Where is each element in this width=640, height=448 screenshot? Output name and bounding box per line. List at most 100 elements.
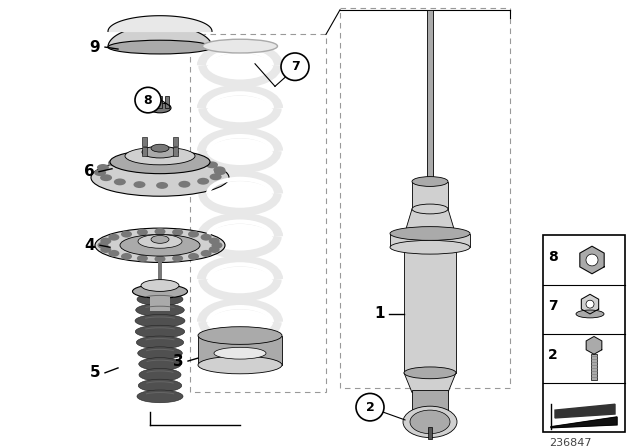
Ellipse shape: [210, 173, 221, 180]
Ellipse shape: [403, 406, 457, 438]
Text: 5: 5: [90, 365, 100, 380]
Text: 6: 6: [84, 164, 94, 179]
Polygon shape: [580, 246, 604, 274]
Ellipse shape: [132, 284, 188, 298]
Ellipse shape: [110, 150, 210, 174]
Text: 1: 1: [375, 306, 385, 322]
Ellipse shape: [139, 368, 181, 381]
Ellipse shape: [97, 242, 109, 249]
Ellipse shape: [576, 310, 604, 318]
Ellipse shape: [142, 146, 178, 158]
Ellipse shape: [100, 246, 111, 253]
Text: 9: 9: [90, 39, 100, 55]
Ellipse shape: [100, 174, 112, 181]
Ellipse shape: [97, 164, 109, 171]
Ellipse shape: [188, 231, 199, 237]
Ellipse shape: [151, 236, 169, 243]
Ellipse shape: [148, 155, 160, 161]
Ellipse shape: [214, 168, 226, 175]
Text: 7: 7: [548, 299, 557, 313]
Ellipse shape: [108, 40, 212, 54]
Ellipse shape: [154, 255, 166, 263]
Ellipse shape: [412, 204, 448, 214]
Polygon shape: [586, 336, 602, 354]
Ellipse shape: [95, 228, 225, 263]
Ellipse shape: [151, 144, 169, 152]
Ellipse shape: [410, 410, 450, 434]
Text: 2: 2: [365, 401, 374, 414]
Text: 2: 2: [548, 348, 557, 362]
Text: 7: 7: [291, 60, 300, 73]
Ellipse shape: [154, 228, 166, 235]
Bar: [190, 34, 326, 392]
Ellipse shape: [135, 325, 185, 338]
Bar: [142, 147, 147, 156]
Ellipse shape: [137, 293, 183, 306]
Ellipse shape: [206, 161, 218, 168]
Ellipse shape: [156, 182, 168, 189]
Polygon shape: [404, 373, 456, 392]
Ellipse shape: [125, 147, 195, 165]
Bar: [591, 354, 597, 380]
Ellipse shape: [211, 242, 223, 249]
Ellipse shape: [172, 229, 183, 236]
Text: 3: 3: [173, 353, 183, 369]
Bar: [404, 245, 456, 373]
Ellipse shape: [141, 280, 179, 291]
Ellipse shape: [121, 231, 132, 237]
Ellipse shape: [198, 356, 282, 374]
Polygon shape: [555, 404, 615, 418]
Ellipse shape: [170, 155, 182, 162]
Ellipse shape: [202, 39, 278, 53]
Bar: [165, 96, 169, 108]
Ellipse shape: [209, 237, 220, 245]
Bar: [412, 391, 448, 418]
Bar: [142, 138, 147, 146]
Ellipse shape: [390, 241, 470, 254]
Bar: [543, 236, 625, 432]
Ellipse shape: [108, 250, 120, 257]
Ellipse shape: [139, 358, 181, 370]
Ellipse shape: [404, 367, 456, 379]
Bar: [427, 10, 433, 186]
Ellipse shape: [191, 157, 203, 164]
Circle shape: [586, 254, 598, 266]
Circle shape: [135, 87, 161, 113]
Ellipse shape: [138, 234, 182, 248]
Ellipse shape: [121, 253, 132, 260]
Ellipse shape: [200, 234, 212, 241]
Ellipse shape: [138, 379, 182, 392]
Ellipse shape: [135, 314, 185, 327]
Ellipse shape: [91, 159, 229, 196]
Ellipse shape: [136, 304, 184, 316]
Circle shape: [586, 300, 594, 308]
Ellipse shape: [108, 159, 120, 166]
Bar: [340, 8, 510, 388]
Bar: [390, 233, 470, 247]
Ellipse shape: [213, 166, 225, 173]
Ellipse shape: [214, 347, 266, 359]
Ellipse shape: [149, 103, 171, 113]
Polygon shape: [108, 16, 212, 31]
Ellipse shape: [100, 237, 111, 245]
Text: 4: 4: [84, 238, 95, 253]
Ellipse shape: [126, 156, 138, 163]
Ellipse shape: [412, 177, 448, 186]
Circle shape: [356, 393, 384, 421]
Polygon shape: [108, 26, 212, 47]
Bar: [150, 291, 170, 311]
Bar: [198, 336, 282, 365]
Ellipse shape: [134, 181, 145, 188]
Bar: [158, 239, 162, 298]
Circle shape: [281, 53, 309, 81]
Bar: [173, 138, 178, 146]
Ellipse shape: [197, 178, 209, 185]
Ellipse shape: [137, 229, 148, 236]
Ellipse shape: [137, 255, 148, 262]
Bar: [151, 96, 155, 108]
Ellipse shape: [198, 327, 282, 345]
Ellipse shape: [137, 390, 183, 403]
Ellipse shape: [200, 250, 212, 257]
Text: 8: 8: [548, 250, 557, 264]
Ellipse shape: [209, 246, 220, 253]
